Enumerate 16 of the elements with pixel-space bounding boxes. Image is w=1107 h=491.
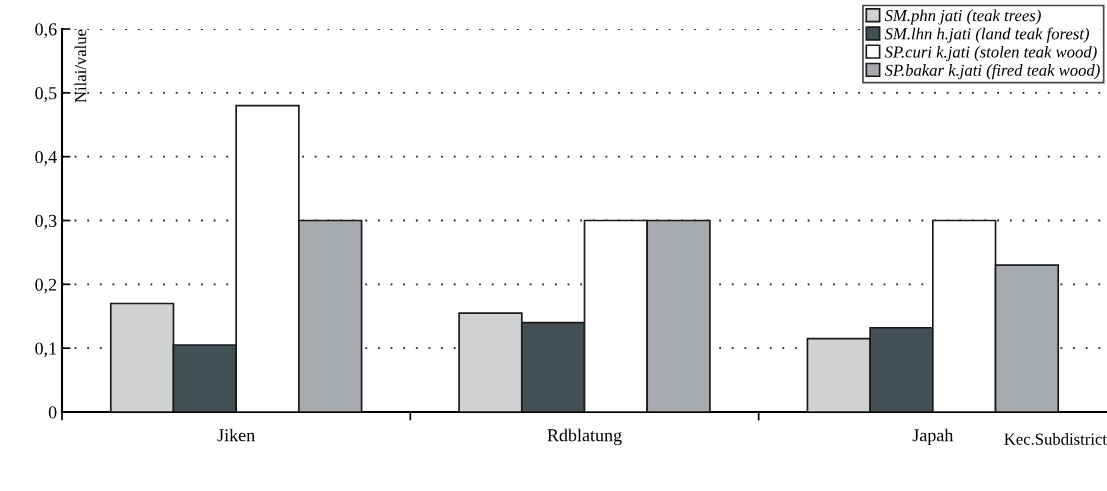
legend-label: SP.curi k.jati (stolen teak wood) — [884, 45, 1097, 62]
y-axis-title: Nilai/value — [74, 29, 87, 103]
y-tick-label: 0,1 — [35, 342, 57, 358]
legend-label: SM.lhn h.jati (land teak forest) — [884, 27, 1090, 43]
y-tick-label: 0,5 — [35, 87, 57, 102]
y-tick-label: 0,4 — [35, 150, 57, 166]
x-tick-label: Rdblatung — [547, 428, 622, 446]
y-tick-label: 0,2 — [35, 278, 57, 294]
y-tick-label: 0 — [48, 406, 57, 419]
legend-label: SM.phn jati (teak trees) — [884, 9, 1041, 25]
x-axis-title: Kec.Subdistrict — [1004, 433, 1107, 445]
x-tick-label: Jiken — [217, 428, 255, 442]
y-tick-label: 0,6 — [35, 23, 57, 39]
y-tick-label: 0,3 — [35, 214, 57, 230]
x-tick-label: Japah — [912, 428, 954, 446]
legend-label: SP.bakar k.jati (fired teak wood) — [884, 63, 1100, 80]
